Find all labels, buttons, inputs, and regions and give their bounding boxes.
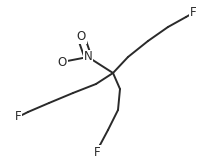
Text: O: O (76, 31, 85, 44)
Text: F: F (189, 7, 195, 20)
Text: O: O (57, 56, 66, 68)
Text: F: F (93, 145, 100, 159)
Text: F: F (15, 111, 21, 124)
Text: N: N (83, 51, 92, 64)
